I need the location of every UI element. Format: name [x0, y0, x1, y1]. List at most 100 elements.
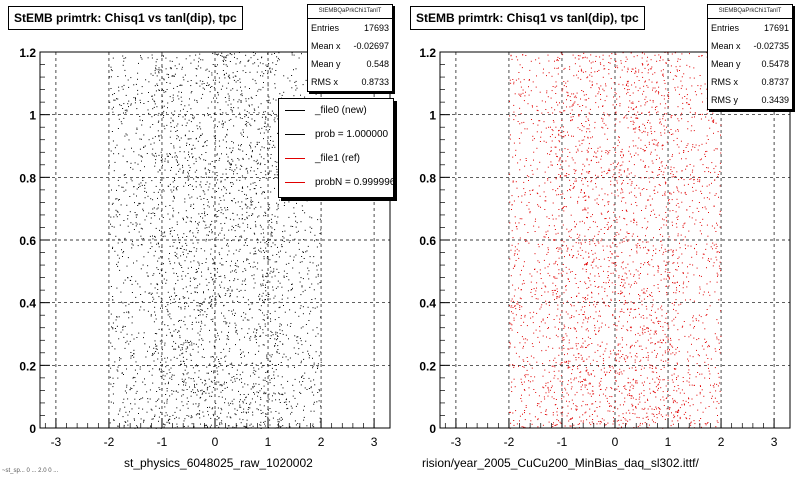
scatter-point [185, 210, 187, 212]
scatter-point [578, 236, 580, 238]
scatter-point [259, 164, 261, 166]
scatter-point [181, 124, 183, 126]
scatter-point [651, 133, 653, 135]
scatter-point [160, 368, 162, 370]
scatter-point [198, 213, 200, 215]
scatter-point [188, 250, 190, 252]
scatter-point [194, 147, 196, 149]
scatter-point [294, 296, 296, 298]
scatter-point [525, 158, 527, 159]
scatter-point [682, 292, 684, 294]
scatter-point [659, 229, 660, 230]
scatter-point [650, 319, 652, 321]
scatter-point [289, 255, 291, 257]
scatter-point [270, 71, 272, 73]
scatter-point [125, 422, 127, 423]
scatter-point [151, 292, 153, 294]
scatter-point [158, 243, 159, 245]
scatter-point [128, 86, 130, 88]
scatter-point [192, 232, 194, 234]
scatter-point [235, 236, 237, 237]
scatter-point [181, 66, 183, 68]
scatter-point [283, 276, 285, 278]
scatter-point [248, 319, 250, 321]
scatter-point [197, 224, 199, 226]
scatter-point [277, 60, 278, 62]
scatter-point [159, 229, 160, 231]
scatter-point [227, 54, 229, 56]
scatter-point [293, 69, 294, 71]
scatter-point [545, 409, 547, 411]
scatter-point [710, 384, 711, 386]
scatter-point [252, 425, 254, 427]
scatter-point [267, 397, 269, 399]
scatter-point [557, 73, 559, 75]
scatter-point [163, 402, 165, 404]
scatter-point [172, 268, 174, 270]
scatter-point [225, 217, 227, 219]
scatter-point [184, 316, 186, 318]
scatter-point [254, 247, 256, 249]
scatter-point [646, 226, 648, 228]
scatter-point [162, 307, 163, 309]
scatter-point [165, 412, 167, 414]
scatter-point [524, 314, 526, 316]
scatter-point [173, 195, 174, 197]
scatter-point [264, 111, 266, 113]
scatter-point [117, 261, 119, 263]
scatter-point [224, 77, 226, 79]
x-tick-label: -1 [157, 435, 168, 449]
scatter-point [521, 67, 523, 69]
scatter-point [178, 417, 180, 419]
scatter-point [618, 176, 620, 178]
scatter-point [183, 426, 185, 427]
scatter-point [193, 392, 194, 394]
scatter-point [634, 187, 636, 189]
scatter-point [152, 199, 154, 201]
scatter-point [312, 367, 314, 369]
scatter-point [198, 370, 200, 372]
scatter-point [279, 426, 281, 428]
scatter-point [151, 180, 153, 182]
scatter-point [140, 155, 142, 157]
x-tick-label: 2 [318, 435, 325, 449]
scatter-point [177, 161, 178, 163]
scatter-point [518, 365, 519, 367]
scatter-point [678, 120, 680, 122]
scatter-point [279, 333, 281, 334]
scatter-point [231, 158, 233, 160]
scatter-point [296, 87, 298, 89]
scatter-point [642, 329, 644, 331]
scatter-point [659, 411, 660, 413]
scatter-point [691, 125, 693, 127]
scatter-point [652, 266, 654, 268]
scatter-point [117, 179, 119, 181]
scatter-point [124, 390, 126, 392]
scatter-point [246, 259, 247, 261]
scatter-point [300, 360, 302, 362]
scatter-point [232, 183, 234, 185]
scatter-point [572, 54, 574, 56]
scatter-point [544, 414, 546, 415]
scatter-point [513, 83, 515, 85]
scatter-point [224, 179, 226, 181]
y-tick-label: 0.4 [19, 297, 36, 311]
scatter-point [605, 348, 607, 350]
scatter-point [219, 232, 221, 234]
scatter-point [688, 103, 690, 105]
scatter-point [523, 121, 525, 123]
scatter-point [255, 338, 257, 340]
scatter-point [200, 134, 202, 136]
scatter-point [534, 376, 536, 378]
scatter-point [664, 181, 666, 183]
scatter-point [258, 383, 260, 385]
scatter-point [254, 336, 256, 338]
scatter-point [230, 271, 232, 273]
scatter-point [644, 131, 646, 133]
scatter-point [286, 276, 288, 277]
scatter-point [557, 291, 558, 293]
scatter-point [226, 133, 228, 135]
scatter-point [163, 232, 165, 234]
scatter-point [593, 258, 595, 260]
scatter-point [511, 329, 513, 331]
